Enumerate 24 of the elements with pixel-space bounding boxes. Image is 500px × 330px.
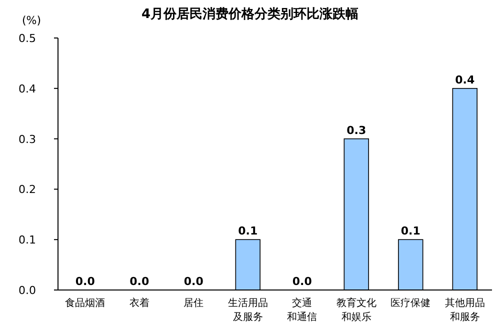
y-tick-label: 0.2 (18, 183, 36, 196)
y-tick-label: 0.4 (18, 82, 36, 96)
x-tick-label: 衣着 (129, 297, 150, 309)
x-tick-label: 医疗保健 (390, 297, 431, 309)
x-tick-label: 生活用品及服务 (228, 297, 268, 323)
data-label: 0.3 (346, 124, 366, 137)
x-tick-label: 居住 (184, 298, 204, 309)
data-label: 0.1 (238, 224, 258, 238)
x-tick-label: 其他用品和服务 (444, 297, 485, 323)
y-axis-title: (%) (22, 14, 42, 27)
data-label: 0.0 (184, 275, 204, 288)
y-tick-label: 0.5 (18, 32, 36, 45)
y-tick-label: 0.3 (18, 132, 36, 146)
data-label: 0.0 (130, 275, 150, 288)
chart-title: 4月份居民消费价格分类别环比涨跌幅 (141, 7, 359, 22)
x-tick-label: 食品烟酒 (65, 297, 106, 309)
data-label: 0.4 (455, 73, 475, 86)
data-label: 0.0 (292, 275, 312, 288)
x-tick-label: 交通和通信 (287, 297, 318, 323)
data-label: 0.1 (400, 224, 420, 238)
data-label: 0.0 (75, 275, 96, 288)
y-tick-label: 0.0 (18, 284, 36, 297)
y-tick-label: 0.1 (18, 234, 36, 247)
x-tick-label: 教育文化和娱乐 (336, 297, 376, 323)
